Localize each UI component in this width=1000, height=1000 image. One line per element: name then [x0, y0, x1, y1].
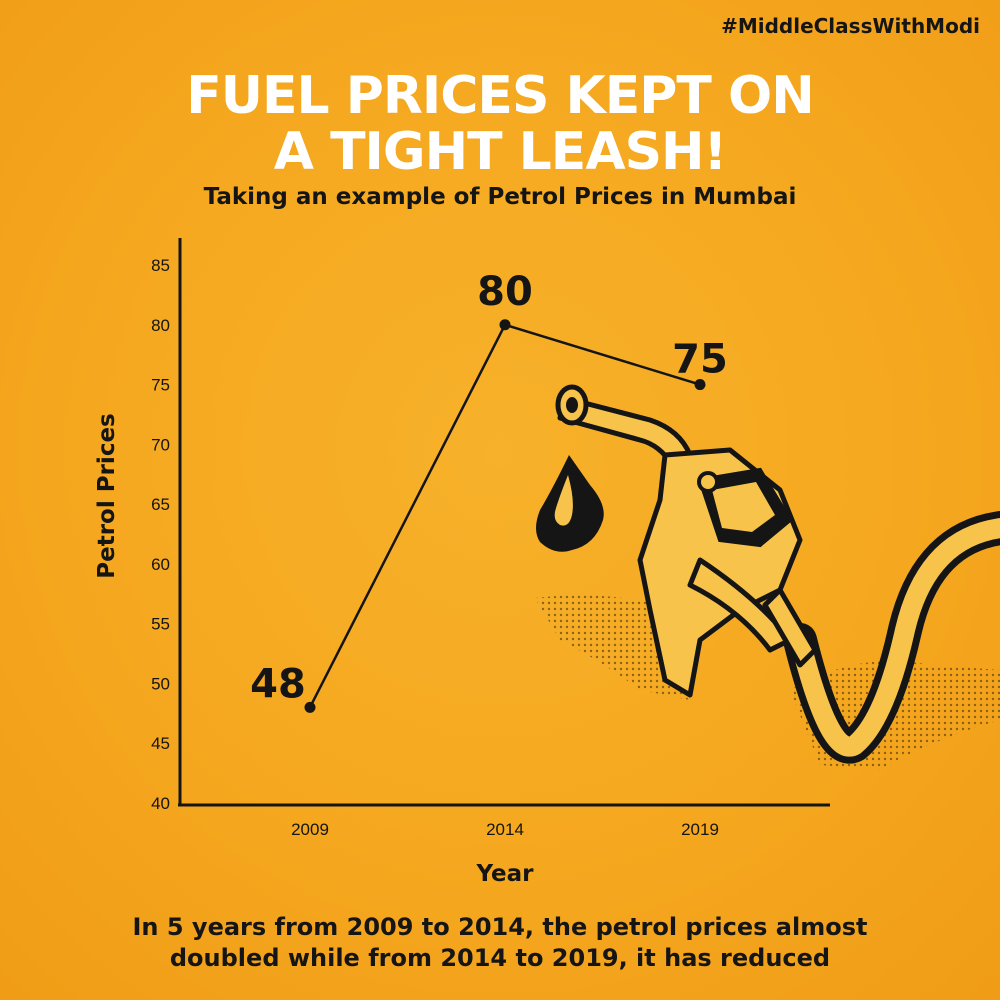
title-line-2: A TIGHT LEASH! — [273, 122, 728, 182]
x-tick-label: 2009 — [291, 820, 329, 839]
y-tick-label: 50 — [151, 674, 170, 693]
y-tick-label: 55 — [151, 615, 170, 634]
data-point — [499, 319, 511, 331]
oil-drop-icon — [536, 455, 604, 552]
data-point — [694, 379, 706, 391]
data-label: 80 — [477, 269, 533, 315]
fuel-nozzle-icon — [535, 384, 1000, 770]
footer-line-1: In 5 years from 2009 to 2014, the petrol… — [132, 913, 868, 941]
y-tick-label: 75 — [151, 376, 170, 395]
y-tick-label: 85 — [151, 256, 170, 275]
data-point — [304, 701, 316, 713]
x-tick-labels: 2009 2014 2019 — [291, 820, 719, 839]
y-axis-title: Petrol Prices — [94, 413, 120, 579]
x-axis-title: Year — [475, 861, 534, 887]
title-line-1: FUEL PRICES KEPT ON — [186, 66, 814, 126]
data-label: 48 — [250, 661, 306, 707]
y-tick-label: 65 — [151, 495, 170, 514]
hashtag: #MiddleClassWithModi — [721, 14, 980, 38]
footer-line-2: doubled while from 2014 to 2019, it has … — [169, 944, 831, 972]
y-tick-labels: 40 45 50 55 60 65 70 75 80 85 — [151, 256, 170, 813]
footer-note: In 5 years from 2009 to 2014, the petrol… — [0, 912, 1000, 974]
x-tick-label: 2019 — [681, 820, 719, 839]
x-tick-label: 2014 — [486, 820, 524, 839]
subtitle: Taking an example of Petrol Prices in Mu… — [203, 184, 797, 210]
y-tick-label: 60 — [151, 555, 170, 574]
series-layer: 48 80 75 — [250, 269, 728, 713]
y-tick-label: 45 — [151, 734, 170, 753]
y-tick-label: 70 — [151, 435, 170, 454]
page-title: FUEL PRICES KEPT ON A TIGHT LEASH! — [0, 68, 1000, 180]
y-tick-label: 40 — [151, 794, 170, 813]
y-tick-label: 80 — [151, 316, 170, 335]
data-label: 75 — [672, 337, 728, 383]
